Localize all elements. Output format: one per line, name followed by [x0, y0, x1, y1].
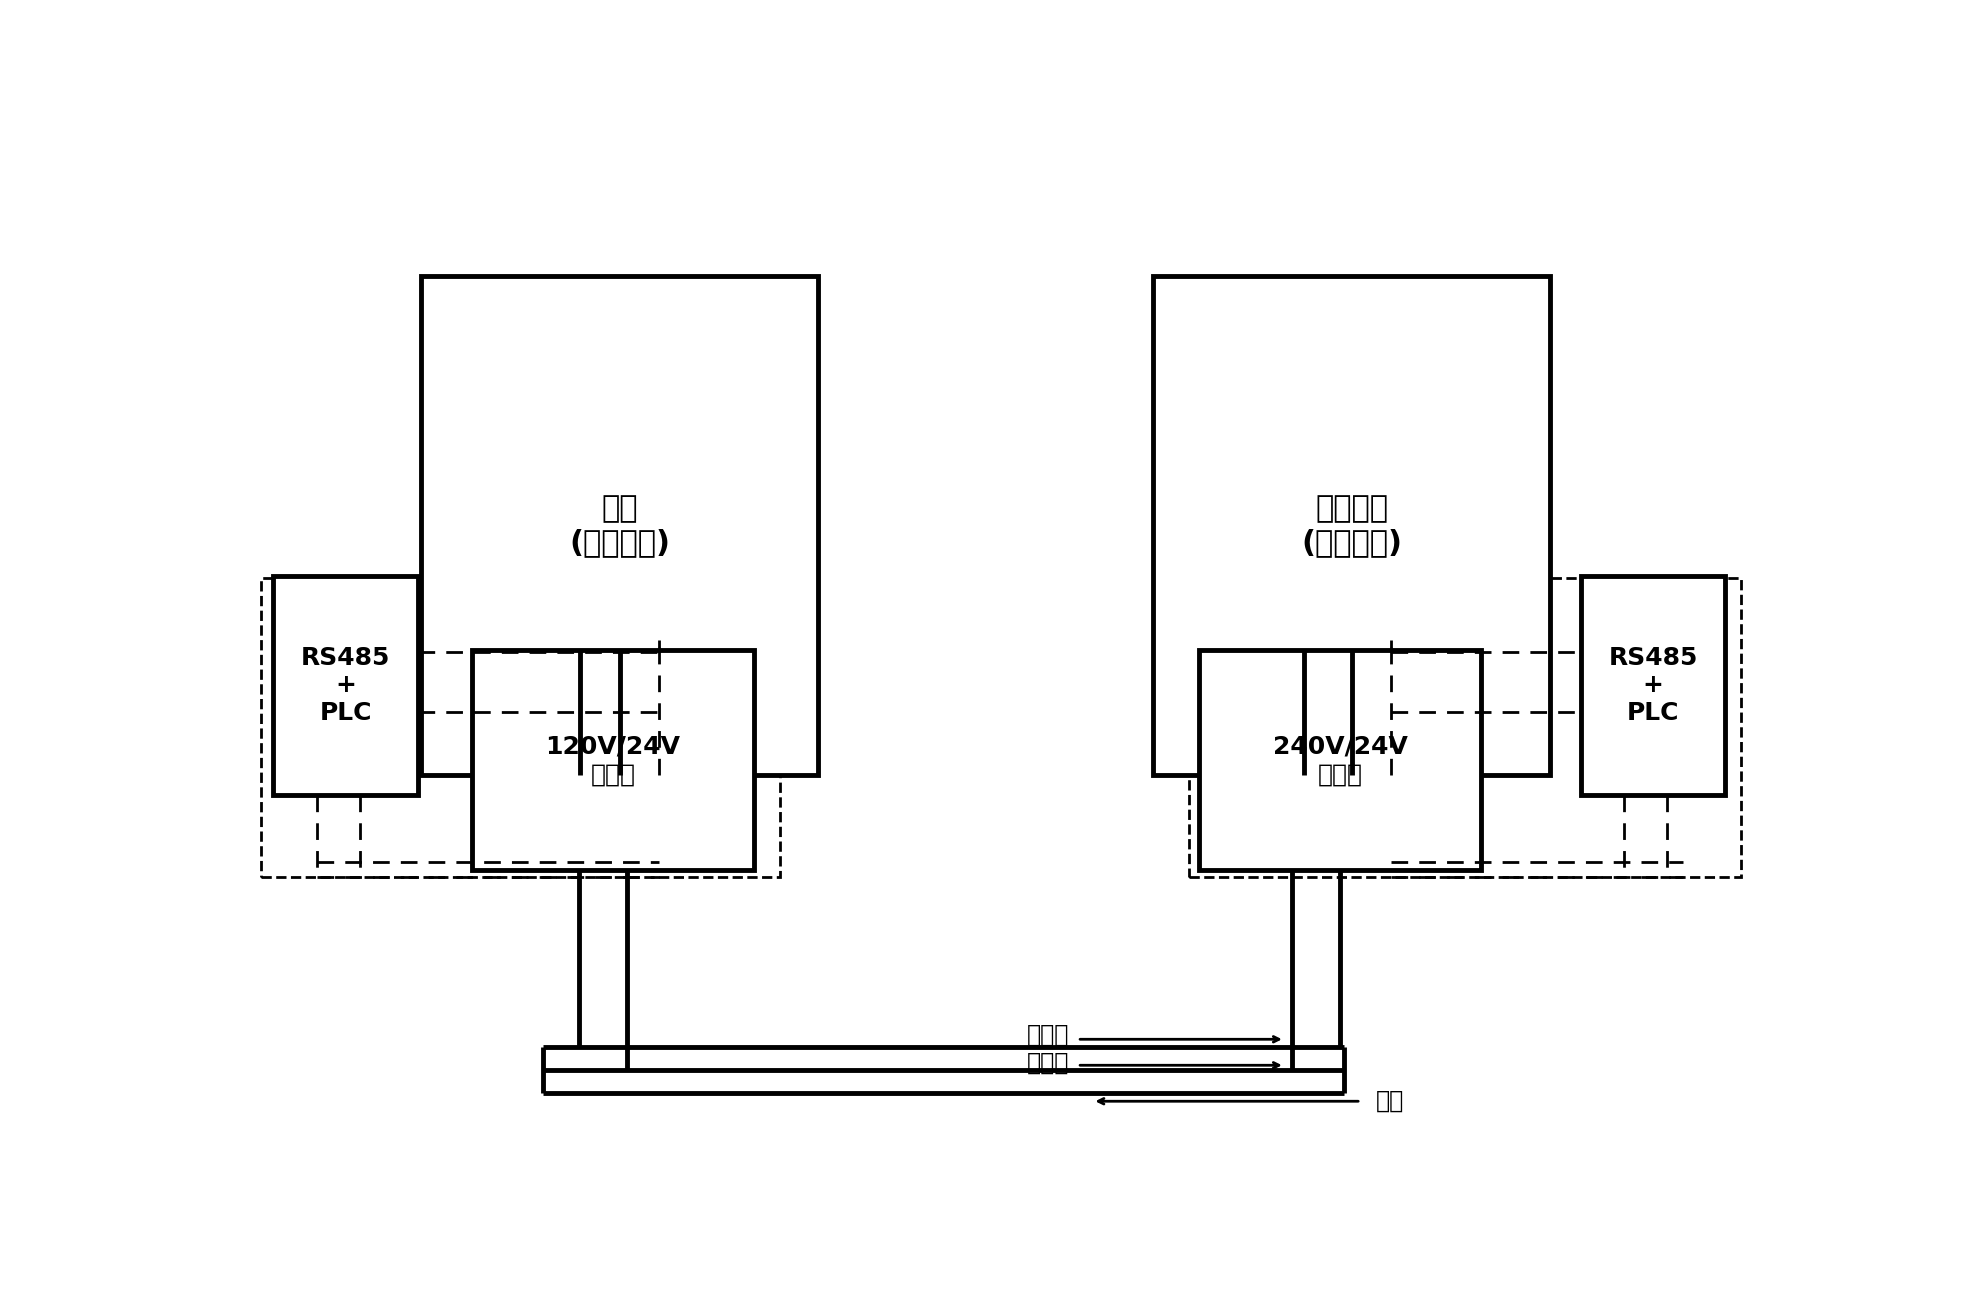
- Bar: [421, 275, 819, 775]
- Bar: [274, 575, 419, 796]
- Text: RS485
+
PLC: RS485 + PLC: [1608, 645, 1698, 726]
- Text: RS485
+
PLC: RS485 + PLC: [301, 645, 390, 726]
- Text: 第二相: 第二相: [1027, 1050, 1071, 1075]
- Text: 120V/24V
变压器: 120V/24V 变压器: [545, 735, 681, 787]
- Text: 中性: 中性: [1376, 1089, 1405, 1114]
- Bar: [1189, 578, 1742, 877]
- Bar: [262, 578, 779, 877]
- Bar: [1199, 650, 1482, 871]
- Bar: [1153, 275, 1551, 775]
- Text: 锅炉
(室内单元): 锅炉 (室内单元): [569, 495, 671, 557]
- Text: 空气调节
(室外单元): 空气调节 (室外单元): [1301, 495, 1403, 557]
- Bar: [1580, 575, 1726, 796]
- Bar: [472, 650, 754, 871]
- Text: 240V/24V
变压器: 240V/24V 变压器: [1273, 735, 1407, 787]
- Text: 第一相: 第一相: [1027, 1023, 1071, 1046]
